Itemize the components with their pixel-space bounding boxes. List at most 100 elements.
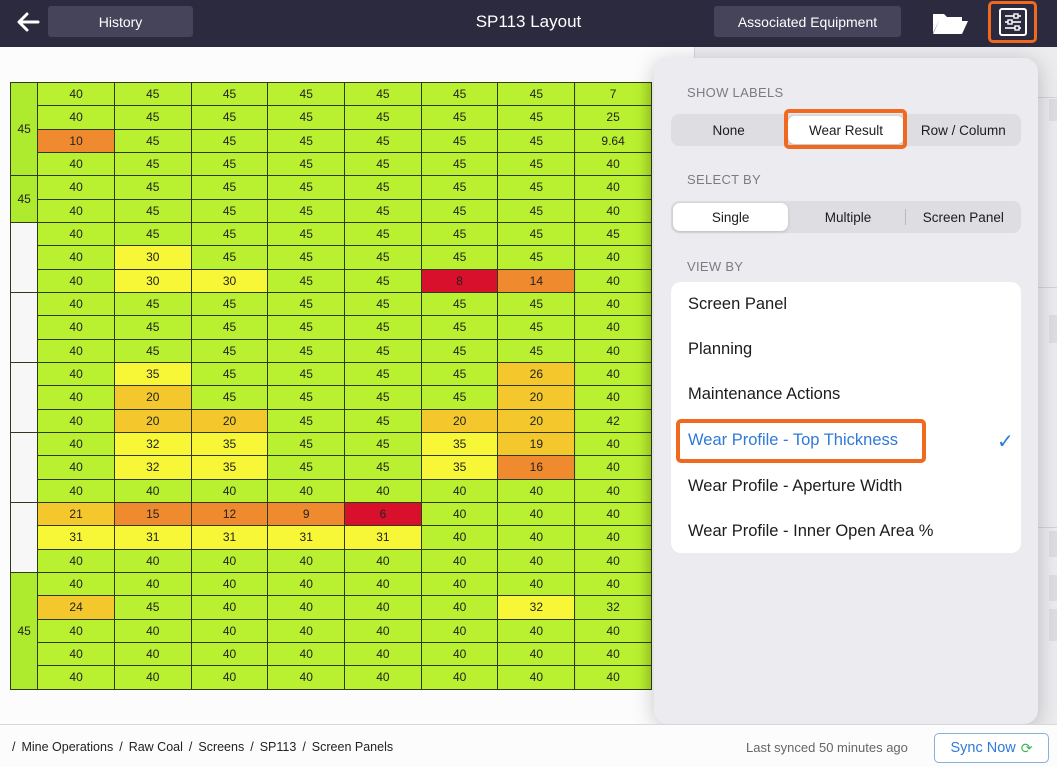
panel-cell[interactable]: 45 bbox=[113, 151, 192, 177]
panel-cell[interactable]: 40 bbox=[574, 501, 652, 527]
panel-cell[interactable]: 45 bbox=[190, 175, 269, 200]
panel-cell[interactable]: 32 bbox=[113, 431, 192, 457]
panel-cell[interactable]: 45 bbox=[267, 338, 346, 363]
panel-cell[interactable]: 31 bbox=[267, 525, 346, 550]
panel-cell[interactable]: 45 bbox=[190, 105, 269, 130]
panel-cell[interactable]: 40 bbox=[420, 618, 499, 643]
panel-cell[interactable]: 30 bbox=[113, 268, 192, 293]
breadcrumb-item[interactable]: Mine Operations bbox=[21, 740, 114, 754]
panel-cell[interactable]: 45 bbox=[344, 81, 422, 107]
panel-group-label[interactable] bbox=[9, 221, 39, 293]
panel-cell[interactable]: 45 bbox=[344, 338, 422, 363]
panel-cell[interactable]: 45 bbox=[344, 175, 422, 200]
panel-cell[interactable]: 8 bbox=[420, 268, 499, 293]
panel-cell[interactable]: 45 bbox=[267, 105, 346, 130]
panel-cell[interactable]: 45 bbox=[113, 81, 192, 107]
panel-cell[interactable]: 40 bbox=[574, 291, 652, 317]
panel-cell[interactable]: 40 bbox=[344, 665, 422, 690]
panel-cell[interactable]: 45 bbox=[113, 315, 192, 340]
panel-cell[interactable]: 45 bbox=[344, 361, 422, 387]
panel-cell[interactable]: 45 bbox=[113, 338, 192, 363]
panel-cell[interactable]: 45 bbox=[190, 315, 269, 340]
panel-cell[interactable]: 25 bbox=[574, 105, 652, 130]
panel-cell[interactable]: 40 bbox=[37, 665, 115, 690]
panel-cell[interactable]: 45 bbox=[190, 151, 269, 177]
panel-cell[interactable]: 40 bbox=[497, 525, 576, 550]
panel-cell[interactable]: 45 bbox=[344, 128, 422, 153]
panel-cell[interactable]: 40 bbox=[420, 641, 499, 667]
panel-cell[interactable]: 45 bbox=[190, 221, 269, 247]
panel-cell[interactable]: 45 bbox=[344, 151, 422, 177]
view-by-wear-top-thickness[interactable]: Wear Profile - Top Thickness bbox=[688, 431, 899, 449]
show-labels-row-column[interactable]: Row / Column bbox=[920, 122, 1006, 138]
panel-cell[interactable]: 45 bbox=[267, 81, 346, 107]
panel-cell[interactable]: 45 bbox=[267, 175, 346, 200]
settings-sliders-button[interactable] bbox=[988, 1, 1037, 43]
view-by-wear-aperture-width[interactable]: Wear Profile - Aperture Width bbox=[688, 477, 903, 495]
breadcrumb-item[interactable]: Raw Coal bbox=[128, 740, 183, 754]
panel-cell[interactable]: 40 bbox=[574, 618, 652, 643]
panel-cell[interactable]: 40 bbox=[497, 665, 576, 690]
panel-cell[interactable]: 40 bbox=[267, 548, 346, 573]
panel-cell[interactable]: 40 bbox=[574, 525, 652, 550]
panel-cell[interactable]: 40 bbox=[420, 571, 499, 597]
panel-cell[interactable]: 40 bbox=[37, 81, 115, 107]
panel-cell[interactable]: 45 bbox=[267, 198, 346, 223]
panel-cell[interactable]: 45 bbox=[497, 245, 576, 270]
panel-cell[interactable]: 40 bbox=[574, 478, 652, 503]
panel-cell[interactable]: 40 bbox=[574, 338, 652, 363]
panel-cell[interactable]: 40 bbox=[420, 525, 499, 550]
view-by-maintenance-actions[interactable]: Maintenance Actions bbox=[688, 385, 841, 403]
panel-cell[interactable]: 40 bbox=[37, 221, 115, 247]
panel-cell[interactable]: 45 bbox=[190, 385, 269, 410]
panel-cell[interactable]: 45 bbox=[190, 128, 269, 153]
panel-cell[interactable]: 45 bbox=[344, 291, 422, 317]
panel-group-label[interactable]: 45 bbox=[9, 81, 39, 177]
panel-cell[interactable]: 45 bbox=[497, 198, 576, 223]
panel-cell[interactable]: 35 bbox=[190, 455, 269, 480]
panel-cell[interactable]: 40 bbox=[267, 478, 346, 503]
panel-cell[interactable]: 40 bbox=[497, 641, 576, 667]
panel-cell[interactable]: 40 bbox=[113, 478, 192, 503]
panel-group-label[interactable] bbox=[9, 501, 39, 573]
panel-cell[interactable]: 40 bbox=[190, 641, 269, 667]
history-button[interactable]: History bbox=[48, 6, 193, 37]
panel-cell[interactable]: 31 bbox=[344, 525, 422, 550]
panel-cell[interactable]: 32 bbox=[113, 455, 192, 480]
panel-cell[interactable]: 35 bbox=[190, 431, 269, 457]
panel-cell[interactable]: 45 bbox=[113, 175, 192, 200]
panel-cell[interactable]: 40 bbox=[113, 641, 192, 667]
panel-cell[interactable]: 40 bbox=[113, 665, 192, 690]
panel-cell[interactable]: 40 bbox=[574, 548, 652, 573]
panel-cell[interactable]: 40 bbox=[37, 571, 115, 597]
panel-cell[interactable]: 45 bbox=[420, 221, 499, 247]
panel-cell[interactable]: 12 bbox=[190, 501, 269, 527]
panel-cell[interactable]: 45 bbox=[344, 315, 422, 340]
panel-cell[interactable]: 45 bbox=[113, 105, 192, 130]
panel-group-label[interactable]: 45 bbox=[9, 175, 39, 223]
panel-cell[interactable]: 45 bbox=[497, 291, 576, 317]
panel-cell[interactable]: 40 bbox=[574, 455, 652, 480]
panel-cell[interactable]: 40 bbox=[497, 501, 576, 527]
panel-cell[interactable]: 45 bbox=[113, 128, 192, 153]
panel-cell[interactable]: 40 bbox=[37, 361, 115, 387]
view-by-planning[interactable]: Planning bbox=[688, 340, 753, 358]
select-by-screen-panel[interactable]: Screen Panel bbox=[922, 209, 1004, 225]
panel-cell[interactable]: 45 bbox=[267, 128, 346, 153]
panel-cell[interactable]: 32 bbox=[574, 595, 652, 620]
panel-cell[interactable]: 45 bbox=[190, 338, 269, 363]
panel-cell[interactable]: 40 bbox=[113, 548, 192, 573]
panel-cell[interactable]: 40 bbox=[37, 151, 115, 177]
panel-cell[interactable]: 45 bbox=[344, 385, 422, 410]
panel-cell[interactable]: 40 bbox=[267, 618, 346, 643]
panel-cell[interactable]: 45 bbox=[113, 595, 192, 620]
panel-cell[interactable]: 40 bbox=[420, 478, 499, 503]
panel-cell[interactable]: 40 bbox=[420, 595, 499, 620]
select-by-multiple[interactable]: Multiple bbox=[790, 201, 906, 233]
panel-cell[interactable]: 40 bbox=[190, 571, 269, 597]
panel-cell[interactable]: 45 bbox=[344, 268, 422, 293]
panel-cell[interactable]: 40 bbox=[574, 268, 652, 293]
panel-cell[interactable]: 40 bbox=[574, 431, 652, 457]
panel-cell[interactable]: 45 bbox=[497, 105, 576, 130]
panel-cell[interactable]: 40 bbox=[574, 571, 652, 597]
